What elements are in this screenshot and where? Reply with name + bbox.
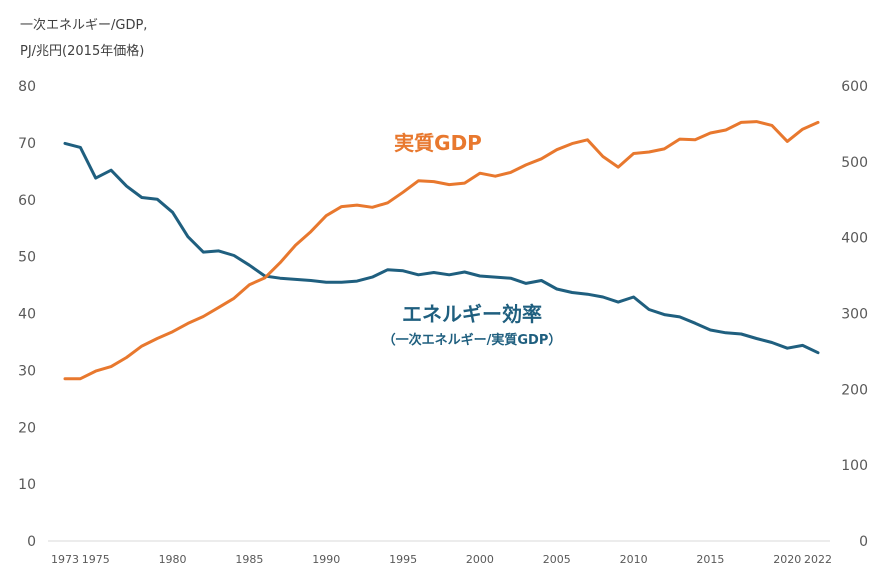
gdp-series-label: 実質GDP <box>394 131 482 155</box>
x-tick-label: 1973 <box>51 553 79 566</box>
x-tick-label: 2020 <box>773 553 801 566</box>
unit-label-line1: 一次エネルギー/GDP, <box>20 18 148 33</box>
y-right-tick-label: 400 <box>841 231 868 247</box>
x-tick-label: 2000 <box>466 553 494 566</box>
y-right-tick-label: 0 <box>859 534 868 550</box>
y-left-tick-label: 50 <box>18 250 36 266</box>
y-left-tick-label: 70 <box>18 136 36 152</box>
unit-label-line2: PJ/兆円(2015年価格) <box>20 44 145 59</box>
x-tick-label: 2010 <box>620 553 648 566</box>
y-right-tick-label: 200 <box>841 382 868 398</box>
y-left-tick-label: 40 <box>18 307 36 323</box>
y-left-tick-label: 0 <box>27 534 36 550</box>
y-right-tick-label: 500 <box>841 155 868 171</box>
y-left-tick-label: 10 <box>18 477 36 493</box>
x-tick-label: 1995 <box>389 553 417 566</box>
y-left-tick-label: 60 <box>18 193 36 209</box>
x-tick-label: 1980 <box>159 553 187 566</box>
x-tick-label: 2015 <box>696 553 724 566</box>
gdp-series-line <box>63 120 820 381</box>
y-right-tick-label: 100 <box>841 458 868 474</box>
y-right-tick-label: 600 <box>841 79 868 95</box>
x-tick-label: 2022 <box>804 553 832 566</box>
x-tick-label: 1975 <box>82 553 110 566</box>
efficiency-series-label: エネルギー効率 <box>402 302 542 326</box>
y-left-tick-label: 30 <box>18 363 36 379</box>
efficiency-series-line <box>63 141 820 355</box>
efficiency-series-sublabel: （一次エネルギー/実質GDP） <box>383 332 562 348</box>
y-right-tick-label: 300 <box>841 307 868 323</box>
y-left-tick-label: 80 <box>18 79 36 95</box>
x-tick-label: 1990 <box>312 553 340 566</box>
x-tick-label: 2005 <box>543 553 571 566</box>
y-left-tick-label: 20 <box>18 420 36 436</box>
x-tick-label: 1985 <box>235 553 263 566</box>
